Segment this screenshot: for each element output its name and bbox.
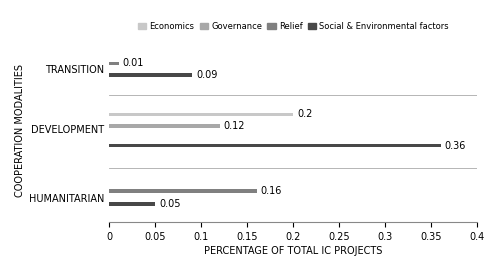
Bar: [110, 124, 220, 128]
Text: 0.09: 0.09: [196, 70, 218, 80]
Bar: [110, 62, 118, 65]
Bar: [110, 189, 256, 193]
Legend: Economics, Governance, Relief, Social & Environmental factors: Economics, Governance, Relief, Social & …: [134, 18, 452, 34]
Text: 0.36: 0.36: [444, 141, 466, 151]
Text: 0.12: 0.12: [224, 121, 245, 131]
Bar: [110, 113, 294, 116]
Text: 0.16: 0.16: [260, 186, 281, 196]
X-axis label: PERCENTAGE OF TOTAL IC PROJECTS: PERCENTAGE OF TOTAL IC PROJECTS: [204, 246, 382, 256]
Text: 0.05: 0.05: [159, 199, 180, 209]
Bar: [110, 144, 440, 147]
Text: 0.01: 0.01: [122, 59, 144, 69]
Y-axis label: COOPERATION MODALITIES: COOPERATION MODALITIES: [15, 63, 25, 196]
Bar: [110, 202, 156, 205]
Bar: [110, 73, 192, 77]
Text: 0.2: 0.2: [297, 109, 312, 120]
